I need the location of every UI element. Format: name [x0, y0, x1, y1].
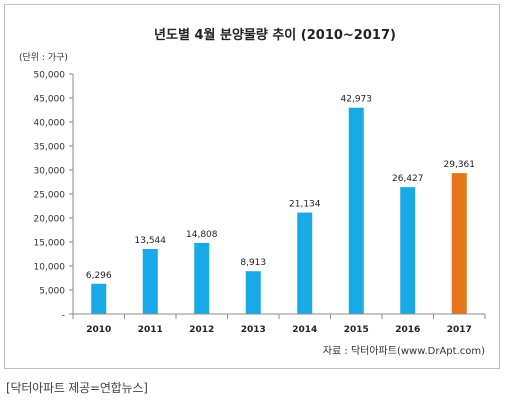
- bar-2016: [400, 187, 416, 314]
- y-tick-label: -: [62, 311, 65, 321]
- y-tick-label: 15,000: [34, 239, 66, 249]
- chart-frame: 년도별 4월 분양물량 추이 (2010~2017) (단위 : 가구) - 5,…: [4, 4, 500, 369]
- data-label-2016: 26,427: [392, 174, 424, 184]
- data-label-2013: 8,913: [240, 258, 266, 268]
- y-tick-label: 5,000: [39, 287, 65, 297]
- x-tick-label-2017: 2017: [447, 325, 472, 335]
- bar-2013: [245, 271, 261, 314]
- x-tick-label-2015: 2015: [344, 325, 369, 335]
- data-label-2010: 6,296: [86, 271, 112, 281]
- y-tick-label: 25,000: [34, 191, 66, 201]
- y-tick-label: 40,000: [34, 119, 66, 129]
- bars: 6,296 13,544 14,808 8,913 21,134 42,973 26,427…: [86, 95, 475, 314]
- y-tick-label: 30,000: [34, 167, 66, 177]
- x-tick-label-2011: 2011: [138, 325, 163, 335]
- y-tick-label: 10,000: [34, 263, 66, 273]
- y-axis: - 5,000 10,000 15,000 20,000 25,000 30,000 35,0…: [34, 71, 74, 321]
- chart-title: 년도별 4월 분양물량 추이 (2010~2017): [154, 27, 396, 43]
- bar-2015: [348, 107, 364, 314]
- bar-2014: [297, 212, 313, 314]
- x-tick-label-2012: 2012: [189, 325, 214, 335]
- x-tick-label-2014: 2014: [292, 325, 317, 335]
- y-tick-label: 45,000: [34, 95, 66, 105]
- y-tick-label: 50,000: [34, 71, 66, 81]
- data-label-2014: 21,134: [289, 200, 321, 210]
- bar-chart: 년도별 4월 분양물량 추이 (2010~2017) (단위 : 가구) - 5,…: [19, 27, 486, 357]
- data-label-2015: 42,973: [341, 95, 373, 105]
- bar-2010: [91, 283, 107, 314]
- x-tick-label-2016: 2016: [395, 325, 420, 335]
- y-tick-label: 35,000: [34, 143, 66, 153]
- bar-2011: [142, 248, 158, 314]
- data-label-2011: 13,544: [135, 236, 167, 246]
- data-label-2017: 29,361: [444, 160, 476, 170]
- y-tick-label: 20,000: [34, 215, 66, 225]
- x-tick-label-2013: 2013: [241, 325, 266, 335]
- bar-2017: [451, 173, 467, 314]
- image-caption: [닥터아파트 제공=연합뉴스]: [6, 381, 148, 395]
- source-note: 자료 : 닥터아파트(www.DrApt.com): [323, 345, 485, 357]
- bar-2012: [194, 242, 210, 314]
- unit-label: (단위 : 가구): [19, 52, 68, 63]
- x-tick-label-2010: 2010: [86, 325, 111, 335]
- x-axis: 2010 2011 2012 2013 2014 2015 2016 2017: [72, 313, 486, 335]
- data-label-2012: 14,808: [186, 230, 218, 240]
